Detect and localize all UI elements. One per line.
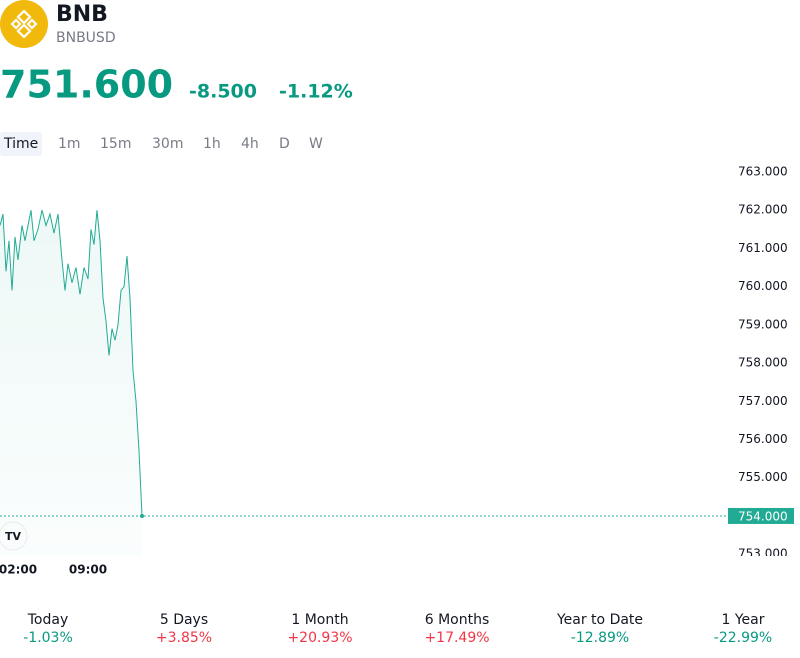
period-label[interactable]: 6 Months	[425, 612, 490, 628]
active-tab-bg	[0, 132, 42, 156]
period-label[interactable]: 5 Days	[160, 612, 208, 628]
y-tick-label: 755.000	[738, 470, 788, 484]
y-tick-label: 756.000	[738, 432, 788, 446]
period-label[interactable]: 1 Month	[291, 612, 348, 628]
last-value-label: 754.000	[738, 509, 788, 523]
y-tick-label: 758.000	[738, 356, 788, 370]
interval-tab[interactable]: 30m	[152, 136, 183, 152]
y-tick-label: 763.000	[738, 164, 788, 178]
period-change: +20.93%	[287, 630, 352, 646]
interval-tab[interactable]: 15m	[100, 136, 131, 152]
price-line	[0, 210, 143, 516]
period-change: +17.49%	[424, 630, 489, 646]
price-change: -8.500	[189, 81, 257, 103]
y-tick-label: 762.000	[738, 203, 788, 217]
interval-tab[interactable]: W	[309, 136, 323, 152]
y-tick-label: 753.000	[738, 547, 788, 561]
period-change: -1.03%	[23, 630, 73, 646]
y-tick-label: 759.000	[738, 317, 788, 331]
period-change: -12.89%	[571, 630, 629, 646]
period-change: +3.85%	[156, 630, 212, 646]
period-label[interactable]: Year to Date	[556, 612, 643, 628]
interval-tab[interactable]: 1m	[58, 136, 81, 152]
logo	[0, 0, 48, 48]
price-change-percent: -1.12%	[279, 81, 353, 103]
asset-symbol: BNBUSD	[56, 30, 116, 46]
price: 751.600	[0, 63, 173, 107]
interval-tab[interactable]: 4h	[241, 136, 259, 152]
y-tick-label: 760.000	[738, 279, 788, 293]
plot: 753.000 754.000 755.000 756.000 757.000 758.0…	[0, 164, 794, 561]
interval-tab[interactable]: Time	[3, 136, 38, 152]
y-tick-label: 761.000	[738, 241, 788, 255]
period-label[interactable]: Today	[27, 612, 69, 628]
interval-tab[interactable]: D	[279, 136, 290, 152]
last-value-badge	[728, 507, 794, 524]
area-fill	[0, 210, 142, 556]
x-tick-label: 02:00	[0, 563, 37, 577]
asset-name: BNB	[56, 2, 108, 27]
period-label[interactable]: 1 Year	[722, 612, 765, 628]
x-tick-label: 09:00	[69, 563, 107, 577]
interval-tab[interactable]: 1h	[203, 136, 221, 152]
period-change: -22.99%	[714, 630, 772, 646]
y-tick-label: 757.000	[738, 394, 788, 408]
